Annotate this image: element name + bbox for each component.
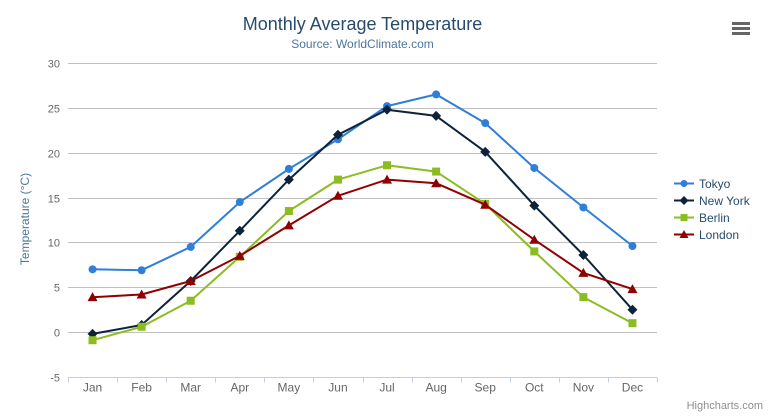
legend: Tokyo New York Berlin London	[674, 175, 750, 243]
legend-item-new-york[interactable]: New York	[674, 192, 750, 209]
marker-london-nov[interactable]	[578, 267, 589, 277]
legend-symbol-new-york	[679, 196, 689, 205]
x-axis-label: Jan	[83, 381, 102, 395]
marker-berlin-aug[interactable]	[432, 167, 441, 176]
marker-berlin-may[interactable]	[284, 207, 293, 216]
marker-new-york-jul[interactable]	[382, 104, 393, 115]
hamburger-icon	[732, 32, 750, 35]
x-axis-label: Apr	[230, 381, 249, 395]
highcharts-credit[interactable]: Highcharts.com	[686, 400, 763, 412]
marker-new-york-apr[interactable]	[234, 225, 245, 236]
marker-new-york-may[interactable]	[283, 174, 294, 185]
legend-label: Tokyo	[699, 176, 731, 191]
series-line-new-york	[92, 108, 634, 335]
marker-london-mar[interactable]	[185, 276, 196, 286]
marker-berlin-jan[interactable]	[88, 336, 97, 345]
marker-berlin-oct[interactable]	[530, 247, 539, 256]
marker-tokyo-nov[interactable]	[579, 203, 588, 212]
y-axis-label: 25	[48, 104, 60, 116]
marker-berlin-jul[interactable]	[383, 161, 392, 170]
legend-item-berlin[interactable]: Berlin	[674, 209, 750, 226]
y-axis-label: 30	[48, 59, 60, 71]
legend-label: New York	[699, 193, 750, 208]
marker-tokyo-oct[interactable]	[530, 163, 539, 172]
y-axis-label: 10	[48, 238, 60, 250]
chart-subtitle: Source: WorldClimate.com	[291, 37, 434, 51]
marker-berlin-jun[interactable]	[333, 175, 342, 184]
legend-marker-berlin-icon	[674, 214, 694, 221]
marker-new-york-aug[interactable]	[431, 110, 442, 121]
series-line-berlin	[92, 164, 633, 342]
legend-item-london[interactable]: London	[674, 226, 750, 243]
marker-london-may[interactable]	[283, 220, 294, 230]
marker-berlin-mar[interactable]	[186, 296, 195, 305]
x-axis-label: Feb	[131, 381, 152, 395]
marker-berlin-dec[interactable]	[628, 319, 637, 328]
marker-tokyo-apr[interactable]	[235, 198, 244, 207]
marker-tokyo-dec[interactable]	[628, 242, 637, 251]
marker-london-jan[interactable]	[87, 292, 98, 302]
marker-london-jul[interactable]	[382, 174, 393, 184]
marker-berlin-feb[interactable]	[137, 322, 146, 331]
legend-label: London	[699, 227, 740, 242]
x-axis-label: Oct	[525, 381, 544, 395]
y-axis-label: 20	[48, 149, 60, 161]
marker-tokyo-aug[interactable]	[432, 90, 441, 99]
y-axis-label: 5	[54, 283, 60, 295]
legend-marker-new-york-icon	[674, 196, 694, 205]
series-line-london	[92, 178, 633, 299]
legend-symbol-london	[679, 230, 689, 238]
context-menu-button[interactable]	[732, 22, 750, 37]
y-axis-label: 0	[54, 328, 60, 340]
hamburger-icon	[732, 27, 750, 30]
legend-marker-tokyo-icon	[674, 180, 694, 187]
marker-new-york-jun[interactable]	[332, 129, 343, 140]
legend-item-tokyo[interactable]: Tokyo	[674, 175, 750, 192]
legend-marker-london-icon	[674, 230, 694, 238]
marker-london-jun[interactable]	[332, 190, 343, 200]
marker-london-apr[interactable]	[234, 250, 245, 260]
x-axis-label: Mar	[180, 381, 201, 395]
x-axis-label: May	[278, 381, 301, 395]
marker-new-york-nov[interactable]	[578, 249, 589, 260]
x-axis-label: Sep	[475, 381, 497, 395]
x-axis-label: Aug	[425, 381, 446, 395]
y-axis-title: Temperature (°C)	[18, 172, 32, 266]
marker-tokyo-may[interactable]	[284, 164, 293, 173]
marker-tokyo-mar[interactable]	[186, 242, 195, 251]
marker-london-aug[interactable]	[431, 178, 442, 188]
marker-new-york-dec[interactable]	[627, 304, 638, 315]
y-axis-label: 15	[48, 194, 60, 206]
x-axis-label: Jul	[379, 381, 394, 395]
series-line-tokyo	[92, 93, 634, 272]
legend-label: Berlin	[699, 210, 730, 225]
legend-symbol-tokyo	[680, 180, 688, 187]
marker-tokyo-feb[interactable]	[137, 266, 146, 275]
marker-new-york-oct[interactable]	[529, 200, 540, 211]
hamburger-icon	[732, 22, 750, 25]
y-axis-label: -5	[50, 373, 60, 385]
marker-tokyo-jan[interactable]	[88, 265, 97, 274]
marker-berlin-nov[interactable]	[579, 293, 588, 302]
x-axis-label: Nov	[573, 381, 594, 395]
marker-london-feb[interactable]	[136, 289, 147, 299]
marker-london-oct[interactable]	[529, 234, 540, 244]
legend-symbol-berlin	[680, 214, 688, 221]
marker-tokyo-sep[interactable]	[481, 119, 490, 128]
marker-london-sep[interactable]	[480, 199, 491, 209]
x-axis-label: Jun	[328, 381, 347, 395]
x-axis-label: Dec	[622, 381, 643, 395]
chart-title: Monthly Average Temperature	[242, 14, 483, 34]
marker-new-york-sep[interactable]	[480, 146, 491, 157]
marker-london-dec[interactable]	[627, 284, 638, 294]
